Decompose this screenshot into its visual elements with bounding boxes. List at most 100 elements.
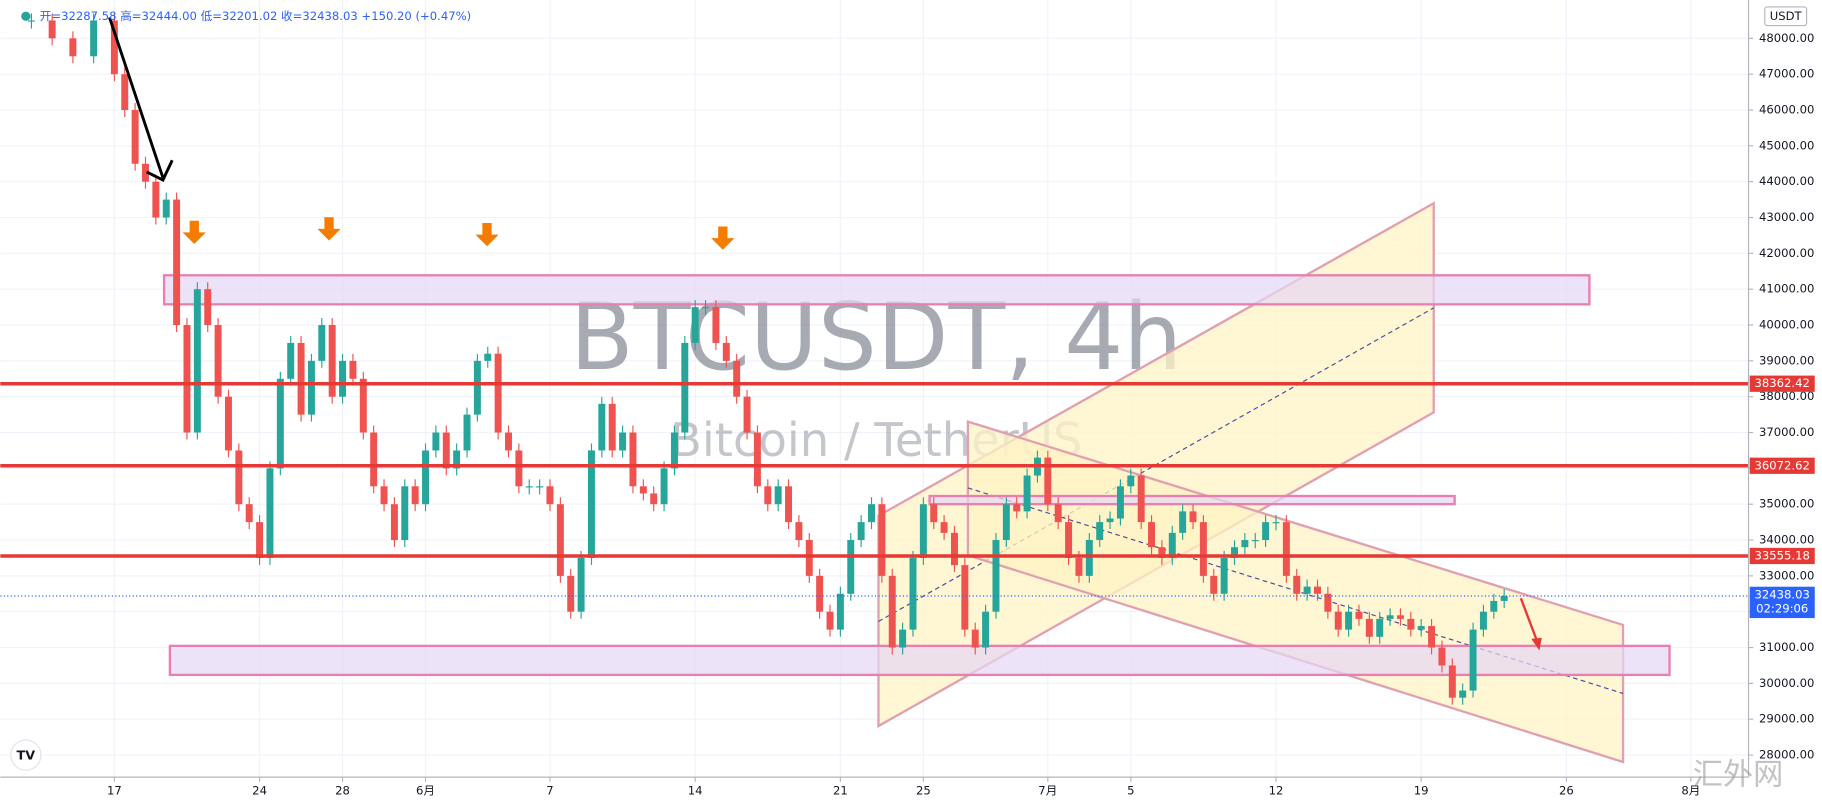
candle: [505, 432, 512, 451]
status-dot: [21, 11, 31, 21]
candle: [245, 504, 253, 523]
y-tick-label: 42000.00: [1759, 246, 1814, 260]
candle: [359, 378, 367, 433]
candle: [577, 557, 585, 612]
candle: [463, 414, 471, 451]
candle: [1220, 557, 1228, 594]
candle: [214, 325, 222, 397]
candle: [1054, 504, 1062, 523]
candle: [1085, 540, 1093, 576]
y-tick-label: 40000.00: [1759, 318, 1814, 332]
candle: [162, 199, 170, 218]
candle: [774, 486, 782, 505]
candle: [619, 432, 627, 451]
y-tick-label: 46000.00: [1759, 103, 1814, 117]
candles: [27, 13, 1508, 705]
candle: [48, 20, 56, 39]
candle: [287, 342, 295, 379]
support-zone: [168, 644, 1671, 677]
candle: [1106, 518, 1114, 523]
red-arrow-head: [1531, 637, 1542, 651]
y-tick-label: 47000.00: [1759, 67, 1814, 81]
candle: [339, 360, 347, 397]
orange-arrow: [317, 217, 341, 241]
candle: [1179, 511, 1187, 533]
orange-arrow: [711, 226, 735, 250]
x-tick-label: 8月: [1681, 784, 1700, 798]
orange-arrows: [182, 217, 735, 250]
small-zone: [928, 494, 1456, 506]
ohlc-header: 开=32287.58 高=32444.00 低=32201.02 收=32438…: [40, 9, 471, 23]
candle: [940, 522, 948, 533]
candle: [142, 163, 149, 182]
candle: [1148, 522, 1156, 548]
y-tick-label: 35000.00: [1759, 497, 1814, 511]
y-tick-label: 37000.00: [1759, 425, 1814, 439]
candle: [681, 342, 689, 433]
candle: [328, 325, 336, 397]
candle: [1396, 615, 1404, 619]
candle: [1345, 611, 1353, 630]
y-tick-label: 30000.00: [1759, 676, 1814, 690]
candle: [307, 360, 315, 415]
price-axis: [1748, 0, 1822, 805]
candle: [930, 504, 938, 523]
candle: [1210, 575, 1218, 594]
levels: [0, 381, 1749, 597]
candle: [785, 486, 793, 523]
candle: [276, 378, 284, 469]
candle: [909, 557, 917, 630]
candle: [1469, 629, 1477, 691]
candle: [1324, 593, 1332, 612]
candle: [1158, 547, 1166, 558]
candle: [536, 486, 544, 488]
x-tick-label: 12: [1269, 784, 1284, 798]
y-tick-label: 39000.00: [1759, 353, 1814, 367]
candle: [1282, 522, 1290, 576]
candle: [795, 522, 803, 541]
logo[interactable]: [10, 739, 42, 771]
logo-text: TV: [17, 749, 36, 764]
trend-arrow: [108, 16, 165, 179]
candle: [1262, 522, 1270, 541]
y-tick-label: 45000.00: [1759, 138, 1814, 152]
candle: [1479, 611, 1487, 630]
candle: [422, 450, 430, 505]
candle: [390, 504, 398, 541]
candle: [266, 468, 274, 558]
candle: [639, 486, 647, 494]
x-tick-label: 17: [107, 784, 122, 798]
candle: [121, 74, 129, 111]
y-tick-label: 41000.00: [1759, 282, 1814, 296]
y-tick-label: 29000.00: [1759, 712, 1814, 726]
candle: [1438, 647, 1446, 666]
candle: [1241, 540, 1249, 548]
candle: [899, 629, 907, 648]
candle: [878, 504, 886, 576]
candle: [1075, 557, 1083, 576]
candle: [193, 289, 201, 433]
candle: [702, 307, 710, 309]
candle: [857, 522, 865, 541]
candle: [515, 450, 523, 487]
candle: [650, 493, 658, 505]
candle: [971, 629, 979, 648]
x-tick-label: 19: [1414, 784, 1429, 798]
site-watermark: 汇外网: [1693, 757, 1784, 792]
candle: [318, 325, 326, 361]
time-axis: [0, 777, 1822, 805]
candle: [1199, 522, 1207, 576]
level-tag-label: 36072.62: [1755, 458, 1810, 472]
x-tick-label: 28: [335, 784, 350, 798]
x-tick-label: 21: [833, 784, 848, 798]
x-tick-label: 7月: [1038, 784, 1057, 798]
arrow-head: [146, 159, 174, 183]
candle: [1127, 475, 1135, 487]
price-tag-label: 32438.03: [1755, 587, 1810, 601]
candle: [1490, 600, 1498, 612]
y-tick-label: 38000.00: [1759, 389, 1814, 403]
currency: USDT: [1770, 9, 1803, 23]
candle: [1096, 522, 1104, 541]
y-tick-label: 34000.00: [1759, 533, 1814, 547]
candle: [442, 432, 450, 469]
